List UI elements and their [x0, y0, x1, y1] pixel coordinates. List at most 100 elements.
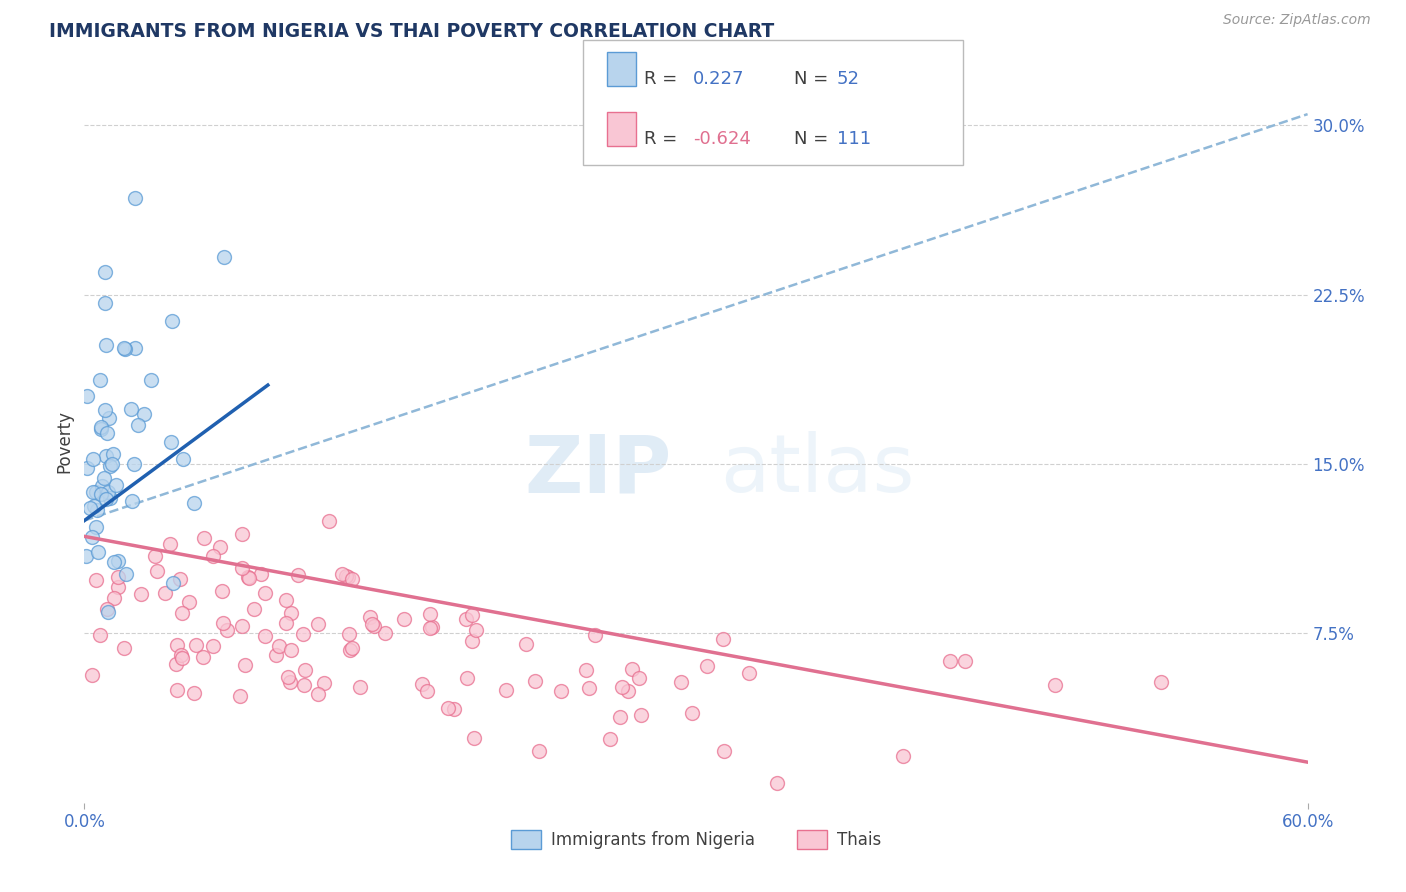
Point: [191, 649, 214, 664]
Point: [236, 570, 259, 584]
Text: R =: R =: [644, 130, 683, 148]
Point: [127, 417, 149, 432]
Point: [280, 606, 302, 620]
Point: [96, 602, 118, 616]
Point: [80, 668, 103, 682]
Point: [575, 664, 598, 678]
Point: [124, 341, 146, 355]
Point: [938, 654, 960, 668]
Point: [420, 620, 443, 634]
Point: [610, 680, 633, 694]
Point: [115, 567, 138, 582]
Point: [96, 426, 118, 441]
Point: [153, 585, 176, 599]
Point: [79, 500, 101, 515]
Point: [249, 566, 271, 581]
Point: [340, 640, 363, 655]
Point: [91, 479, 114, 493]
Point: [75, 549, 97, 564]
Point: [76, 461, 98, 475]
Point: [231, 561, 253, 575]
Point: [107, 570, 129, 584]
Point: [172, 452, 194, 467]
Point: [90, 420, 112, 434]
Point: [80, 530, 103, 544]
Point: [609, 710, 631, 724]
Point: [211, 615, 233, 630]
Text: IMMIGRANTS FROM NIGERIA VS THAI POVERTY CORRELATION CHART: IMMIGRANTS FROM NIGERIA VS THAI POVERTY …: [49, 22, 775, 41]
Point: [120, 401, 142, 416]
Point: [93, 296, 115, 310]
Point: [349, 680, 371, 694]
Point: [287, 568, 309, 582]
Text: N =: N =: [794, 70, 834, 88]
Point: [340, 572, 363, 586]
Point: [891, 748, 914, 763]
Point: [630, 708, 652, 723]
Point: [419, 621, 441, 635]
Point: [103, 591, 125, 606]
Point: [131, 587, 153, 601]
Point: [98, 410, 121, 425]
Point: [454, 612, 477, 626]
Point: [359, 609, 381, 624]
Point: [335, 569, 357, 583]
Point: [307, 616, 329, 631]
Text: atlas: atlas: [720, 432, 915, 509]
Text: 52: 52: [837, 70, 859, 88]
Point: [214, 251, 236, 265]
Point: [159, 537, 181, 551]
Point: [243, 601, 266, 615]
Point: [170, 648, 193, 663]
Point: [217, 624, 239, 638]
Point: [103, 555, 125, 569]
Point: [550, 683, 572, 698]
Point: [166, 683, 188, 698]
Text: R =: R =: [644, 70, 683, 88]
Point: [254, 585, 277, 599]
Point: [711, 632, 734, 647]
Point: [617, 684, 640, 698]
Point: [361, 617, 384, 632]
Point: [93, 265, 115, 279]
Point: [291, 626, 314, 640]
Point: [276, 616, 298, 631]
Point: [456, 671, 478, 685]
Point: [172, 651, 194, 665]
Text: 111: 111: [837, 130, 870, 148]
Point: [208, 540, 231, 554]
Point: [336, 570, 359, 584]
Point: [443, 702, 465, 716]
Point: [274, 593, 297, 607]
Point: [363, 619, 385, 633]
Point: [101, 447, 124, 461]
Point: [94, 403, 117, 417]
Point: [738, 665, 761, 680]
Point: [280, 643, 302, 657]
Point: [82, 451, 104, 466]
Point: [177, 595, 200, 609]
Point: [578, 681, 600, 695]
Point: [183, 686, 205, 700]
Text: -0.624: -0.624: [693, 130, 751, 148]
Point: [599, 732, 621, 747]
Point: [124, 191, 146, 205]
Point: [254, 628, 277, 642]
Point: [392, 612, 415, 626]
Y-axis label: Poverty: Poverty: [55, 410, 73, 473]
Point: [464, 623, 486, 637]
Point: [238, 571, 260, 585]
Point: [201, 639, 224, 653]
Point: [96, 338, 118, 352]
Point: [93, 471, 115, 485]
Point: [292, 678, 315, 692]
Point: [583, 628, 606, 642]
Point: [186, 638, 208, 652]
Point: [495, 682, 517, 697]
Point: [143, 549, 166, 564]
Point: [461, 634, 484, 648]
Point: [112, 341, 135, 355]
Point: [515, 637, 537, 651]
Point: [121, 494, 143, 508]
Point: [89, 627, 111, 641]
